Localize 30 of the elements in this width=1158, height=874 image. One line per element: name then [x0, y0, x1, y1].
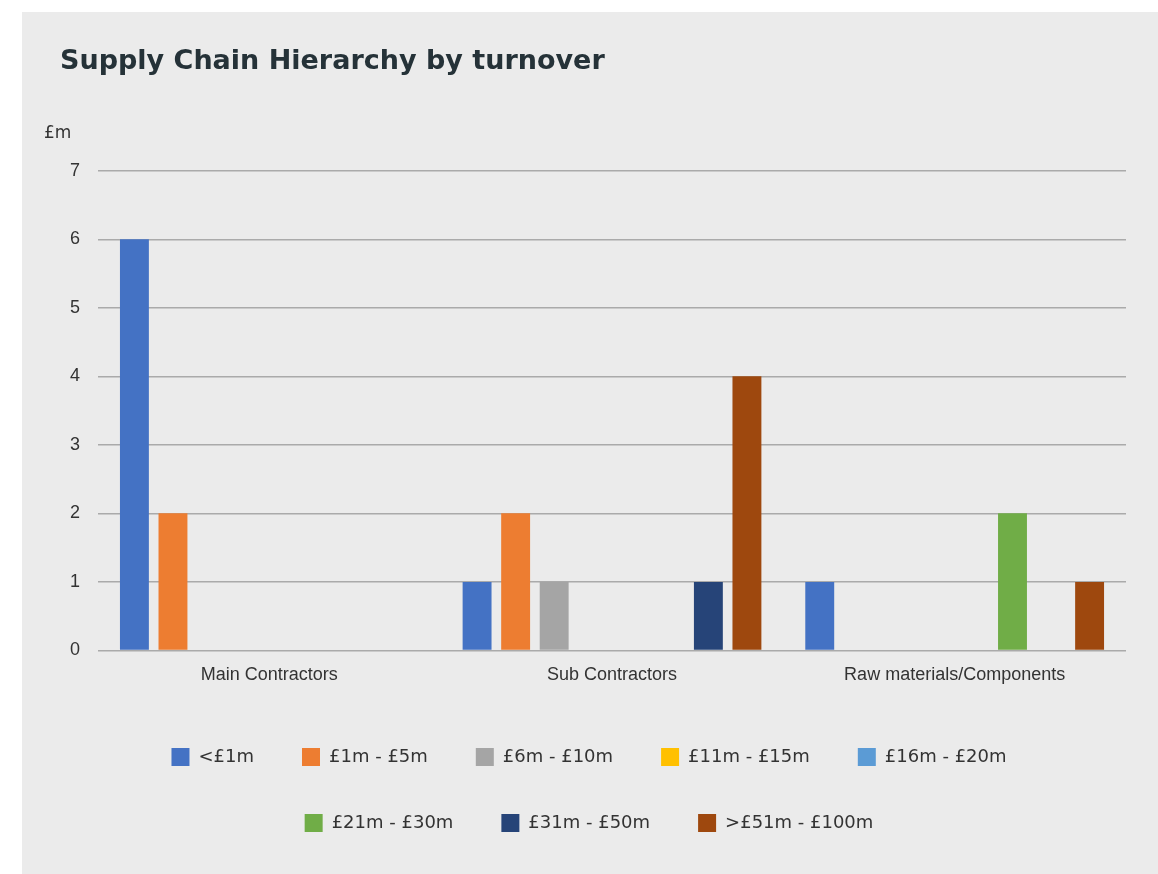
y-tick-label: 7: [70, 159, 81, 180]
y-tick-label: 4: [70, 365, 81, 386]
x-tick-label: Raw materials/Components: [844, 664, 1066, 685]
y-tick-label: 2: [70, 502, 81, 523]
y-tick-label: 1: [70, 570, 81, 591]
x-tick-label: Main Contractors: [200, 664, 338, 685]
legend-label: £1m - £5m: [329, 744, 428, 766]
legend-label: £31m - £50m: [528, 810, 651, 832]
bar: [693, 581, 723, 650]
x-tick-label: Sub Contractors: [546, 664, 678, 685]
bar: [805, 581, 835, 650]
legend-label: £6m - £10m: [502, 744, 614, 766]
bar: [998, 513, 1027, 650]
y-tick-label: 0: [70, 639, 81, 660]
bar: [1075, 581, 1105, 650]
bar: [119, 239, 149, 650]
bar: [732, 376, 762, 650]
bar: [158, 513, 188, 650]
y-tick-label: 3: [70, 433, 81, 454]
y-axis-title: £m: [44, 122, 72, 142]
chart-title: Supply Chain Hierarchy by turnover: [60, 44, 605, 75]
bar: [462, 581, 492, 650]
legend-label: £16m - £20m: [884, 744, 1007, 766]
y-tick-label: 6: [70, 228, 81, 249]
legend-label: £21m - £30m: [331, 810, 454, 832]
legend-label: >£51m - £100m: [725, 810, 874, 832]
legend-label: <£1m: [198, 744, 255, 766]
bar: [501, 513, 531, 650]
y-tick-label: 5: [70, 296, 81, 317]
legend-label: £11m - £15m: [688, 744, 810, 766]
